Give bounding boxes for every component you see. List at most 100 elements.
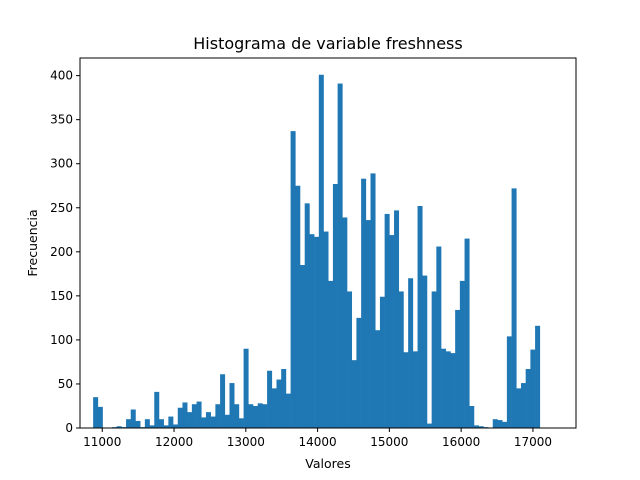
histogram-bar [450, 353, 456, 428]
histogram-bar [285, 393, 291, 428]
histogram-bar [384, 213, 390, 428]
y-tick-label: 100 [50, 333, 73, 347]
plot-frame [79, 57, 577, 429]
x-tick-label: 14000 [298, 435, 336, 449]
histogram-bar [323, 231, 329, 428]
histogram-bar [361, 178, 367, 428]
histogram-bar [191, 404, 197, 428]
histogram-bar [210, 416, 216, 428]
histogram-bar [93, 397, 99, 428]
histogram-bar [262, 404, 268, 428]
bars-group [93, 74, 541, 429]
histogram-bar [154, 391, 160, 428]
histogram-bar [403, 352, 409, 428]
histogram-bar [234, 404, 240, 428]
histogram-bar [441, 348, 447, 428]
histogram-bar [177, 407, 183, 428]
histogram-bar [182, 402, 188, 428]
chart-title: Histograma de variable freshness [193, 34, 462, 53]
y-axis-label: Frecuencia [25, 209, 40, 276]
histogram-bar [257, 403, 263, 428]
histogram-bar [281, 368, 287, 428]
histogram-bar [337, 83, 343, 429]
histogram-bar [149, 425, 155, 428]
histogram-bar [506, 336, 512, 428]
x-tick-label: 15000 [370, 435, 408, 449]
x-tick-label: 13000 [227, 435, 265, 449]
histogram-bar [351, 360, 357, 428]
histogram-bar [224, 414, 230, 428]
x-axis-label: Valores [305, 456, 350, 471]
histogram-bar [271, 388, 277, 428]
y-tick-label: 300 [50, 157, 73, 171]
histogram-bar [422, 275, 428, 428]
histogram-bar [530, 349, 536, 428]
histogram-bar [173, 424, 179, 428]
histogram-bar [516, 388, 522, 428]
x-tick-label: 11000 [83, 435, 121, 449]
histogram-bar [196, 401, 202, 428]
x-tick-label: 12000 [155, 435, 193, 449]
histogram-bar [158, 419, 164, 428]
histogram-bar [187, 412, 193, 428]
y-tick-label: 200 [50, 245, 73, 259]
x-tick-label: 16000 [442, 435, 480, 449]
histogram-bar [347, 291, 353, 428]
histogram-bar [408, 278, 414, 428]
histogram-bar [290, 131, 296, 428]
histogram-bar [459, 280, 465, 428]
histogram-bar [135, 420, 141, 428]
y-tick-label: 150 [50, 289, 73, 303]
histogram-bar [502, 421, 508, 428]
histogram-bar [412, 351, 418, 428]
x-tick-label: 17000 [514, 435, 552, 449]
histogram-bar [473, 425, 479, 428]
histogram-bar [511, 188, 517, 428]
histogram-bar [304, 203, 310, 428]
histogram-bar [295, 185, 301, 428]
histogram-bar [252, 405, 258, 428]
histogram-bar [379, 296, 385, 428]
y-tick-label: 0 [65, 421, 73, 435]
histogram-bar [431, 291, 437, 428]
histogram-bar [332, 183, 338, 428]
histogram-bar [168, 416, 174, 428]
histogram-bar [342, 217, 348, 428]
histogram-bar [525, 368, 531, 428]
y-tick-label: 50 [58, 377, 73, 391]
histogram-bar [520, 383, 526, 428]
histogram-bar [126, 419, 132, 428]
y-tick-label: 250 [50, 201, 73, 215]
y-tick-label: 350 [50, 113, 73, 127]
histogram-bar [375, 330, 381, 428]
histogram-bar [276, 379, 282, 428]
y-tick-label: 400 [50, 69, 73, 83]
histogram-bar [238, 418, 244, 428]
histogram-bar [497, 420, 503, 428]
histogram-bar [469, 405, 475, 428]
histogram-bar [201, 417, 207, 428]
histogram-bar [478, 426, 484, 428]
histogram-bar [436, 246, 442, 428]
histogram-bar [243, 348, 249, 428]
histogram-bar [535, 325, 541, 428]
histogram-bar [365, 220, 371, 428]
histogram-bar [356, 317, 362, 428]
histogram-bar [445, 351, 451, 428]
histogram-bar [220, 374, 226, 428]
histogram-bar [417, 206, 423, 428]
histogram-bar [389, 235, 395, 428]
histogram-bar [455, 309, 461, 428]
histogram-bar [163, 425, 169, 428]
histogram-bar [144, 419, 150, 428]
histogram-bar [318, 74, 324, 429]
histogram-bar [205, 412, 211, 428]
histogram-bar [215, 404, 221, 428]
y-axis-ticks: 0 50 100 150 200 250 300 350 400 [50, 69, 80, 435]
histogram-bar [309, 234, 315, 428]
histogram-bar [314, 236, 320, 428]
histogram-bar [328, 280, 334, 428]
histogram-bar [130, 409, 136, 428]
